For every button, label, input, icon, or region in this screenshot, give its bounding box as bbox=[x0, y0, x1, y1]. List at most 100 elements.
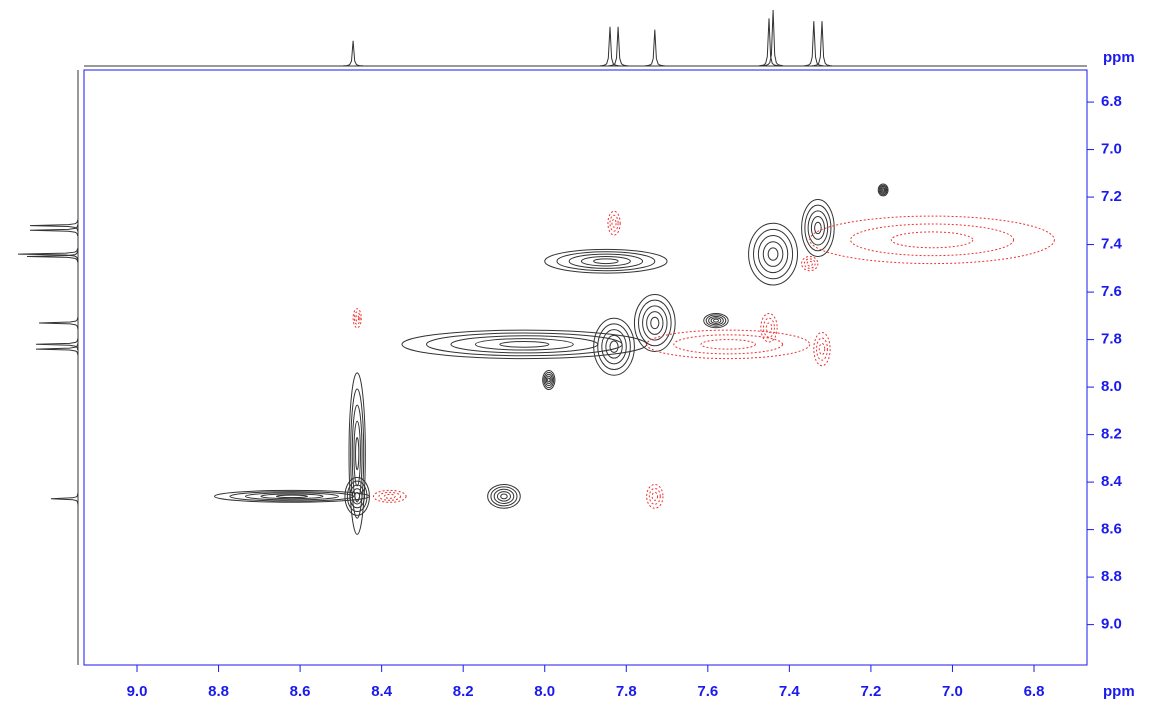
projection-peak bbox=[35, 343, 79, 355]
contour-level bbox=[493, 488, 515, 504]
contour-level bbox=[352, 308, 362, 329]
contour-level bbox=[350, 388, 365, 519]
x-tick-label: 6.8 bbox=[1024, 683, 1045, 700]
contour-level bbox=[801, 255, 819, 272]
contour-level bbox=[609, 340, 619, 353]
plot-frame bbox=[83, 69, 1088, 666]
contour-level bbox=[344, 476, 370, 516]
x-tick-label: 7.6 bbox=[697, 683, 718, 700]
contour-level bbox=[609, 214, 619, 232]
contour-level bbox=[372, 489, 407, 503]
contour-level bbox=[700, 339, 756, 350]
projection-peak bbox=[17, 248, 79, 260]
contour-level bbox=[545, 375, 552, 385]
contour-level bbox=[353, 420, 361, 487]
x-unit: ppm bbox=[1103, 683, 1135, 700]
contour-level bbox=[607, 210, 621, 236]
contour-level bbox=[499, 340, 550, 348]
contour-level bbox=[490, 486, 518, 507]
contour-level bbox=[850, 223, 1015, 257]
contour-level bbox=[713, 318, 719, 323]
contour-level bbox=[757, 235, 789, 274]
x-tick-label: 7.2 bbox=[860, 683, 881, 700]
y-tick-label: 8.2 bbox=[1101, 426, 1122, 443]
contour-level bbox=[646, 311, 664, 335]
contour-level bbox=[633, 293, 676, 352]
contour-level bbox=[383, 493, 396, 499]
contour-level bbox=[814, 221, 822, 235]
contour-level bbox=[752, 228, 794, 280]
x-tick-label: 9.0 bbox=[127, 683, 148, 700]
y-tick-label: 7.8 bbox=[1101, 331, 1122, 348]
contour-level bbox=[816, 337, 828, 361]
projection-peak bbox=[343, 40, 363, 67]
contour-level bbox=[818, 343, 826, 356]
contour-level bbox=[748, 222, 799, 286]
projection-peak bbox=[50, 492, 79, 505]
contour-level bbox=[809, 215, 1055, 265]
projection-peak bbox=[608, 26, 628, 67]
contour-level bbox=[487, 483, 521, 509]
y-tick-label: 8.6 bbox=[1101, 521, 1122, 538]
y-tick-label: 7.2 bbox=[1101, 188, 1122, 205]
contour-level bbox=[881, 188, 885, 192]
contour-level bbox=[807, 210, 829, 246]
contour-level bbox=[646, 329, 811, 360]
contour-level bbox=[879, 185, 887, 195]
contour-level bbox=[496, 491, 511, 502]
contour-level bbox=[597, 323, 631, 371]
contour-level bbox=[638, 299, 672, 347]
contour-level bbox=[611, 218, 617, 228]
contour-level bbox=[213, 489, 370, 503]
contour-level bbox=[580, 255, 631, 267]
y-tick-label: 8.8 bbox=[1101, 568, 1122, 585]
contour-level bbox=[762, 241, 784, 267]
projection-peak bbox=[812, 21, 832, 67]
contour-level bbox=[813, 331, 831, 367]
y-tick-label: 7.0 bbox=[1101, 141, 1122, 158]
contour-level bbox=[229, 491, 355, 502]
contour-level bbox=[474, 338, 574, 351]
contour-level bbox=[801, 198, 835, 257]
contour-level bbox=[878, 184, 888, 196]
contour-level bbox=[351, 404, 363, 503]
x-tick-label: 7.8 bbox=[616, 683, 637, 700]
contour-level bbox=[605, 334, 623, 359]
y-tick-label: 7.4 bbox=[1101, 236, 1123, 253]
contour-level bbox=[346, 480, 368, 513]
x-unit-top: ppm bbox=[1103, 49, 1135, 66]
contour-level bbox=[648, 487, 661, 505]
x-tick-label: 7.0 bbox=[942, 683, 963, 700]
contour-level bbox=[500, 493, 508, 500]
contour-level bbox=[348, 372, 366, 535]
contour-level bbox=[601, 329, 627, 365]
contour-level bbox=[543, 371, 555, 389]
contour-level bbox=[355, 314, 360, 322]
contour-level bbox=[260, 493, 324, 500]
y-tick-label: 7.6 bbox=[1101, 283, 1122, 300]
contour-level bbox=[877, 183, 889, 197]
y-tick-label: 8.0 bbox=[1101, 378, 1122, 395]
contour-level bbox=[651, 491, 659, 501]
contour-level bbox=[880, 187, 886, 193]
contour-level bbox=[593, 317, 635, 376]
projection-peak bbox=[38, 317, 79, 329]
contour-level bbox=[703, 312, 729, 329]
contour-level bbox=[650, 316, 660, 330]
contour-level bbox=[810, 216, 825, 240]
contour-level bbox=[763, 317, 775, 338]
contour-level bbox=[547, 377, 551, 383]
projection-peak bbox=[644, 29, 665, 67]
contour-level bbox=[275, 494, 308, 499]
contour-level bbox=[244, 492, 339, 501]
contour-level bbox=[544, 248, 668, 274]
projection-peak bbox=[29, 224, 79, 237]
contour-level bbox=[803, 258, 816, 269]
y-tick-label: 6.8 bbox=[1101, 93, 1122, 110]
projection-peak bbox=[803, 21, 824, 67]
contour-level bbox=[556, 251, 656, 272]
contour-level bbox=[542, 369, 556, 390]
contour-level bbox=[593, 258, 619, 265]
x-tick-label: 7.4 bbox=[779, 683, 801, 700]
